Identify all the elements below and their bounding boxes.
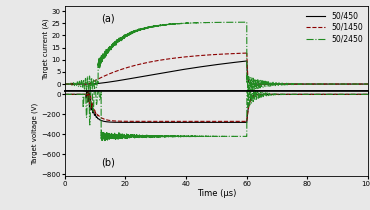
50/450: [255, 83, 260, 85]
50/450: [287, 83, 292, 85]
50/2450: [172, 23, 177, 25]
50/450: [63, 83, 67, 85]
Y-axis label: Target current (A): Target current (A): [42, 18, 49, 80]
Text: (a): (a): [101, 13, 115, 23]
50/2450: [242, 21, 246, 24]
50/1450: [172, 57, 177, 59]
50/1450: [287, 83, 292, 85]
50/1450: [69, 84, 74, 86]
50/1450: [304, 83, 308, 85]
50/1450: [255, 83, 260, 85]
50/2450: [86, 91, 91, 93]
50/1450: [242, 52, 246, 54]
50/2450: [304, 83, 308, 85]
50/450: [242, 60, 246, 63]
50/450: [245, 60, 249, 62]
50/2450: [366, 83, 370, 85]
50/450: [78, 83, 82, 85]
Y-axis label: Target voltage (V): Target voltage (V): [32, 103, 38, 165]
50/1450: [63, 83, 67, 85]
50/1450: [78, 83, 82, 85]
X-axis label: Time (μs): Time (μs): [197, 189, 236, 198]
Line: 50/2450: 50/2450: [65, 22, 368, 92]
50/2450: [255, 80, 260, 82]
50/2450: [78, 84, 82, 86]
50/1450: [245, 51, 249, 54]
50/450: [172, 70, 177, 72]
Line: 50/450: 50/450: [65, 61, 368, 85]
50/450: [304, 83, 308, 85]
50/1450: [366, 83, 370, 85]
50/2450: [245, 21, 249, 24]
Text: (b): (b): [101, 158, 115, 168]
50/2450: [287, 82, 292, 85]
Line: 50/1450: 50/1450: [65, 52, 368, 85]
50/450: [69, 83, 74, 86]
Legend: 50/450, 50/1450, 50/2450: 50/450, 50/1450, 50/2450: [303, 9, 366, 46]
50/450: [366, 83, 370, 85]
50/2450: [63, 83, 67, 85]
